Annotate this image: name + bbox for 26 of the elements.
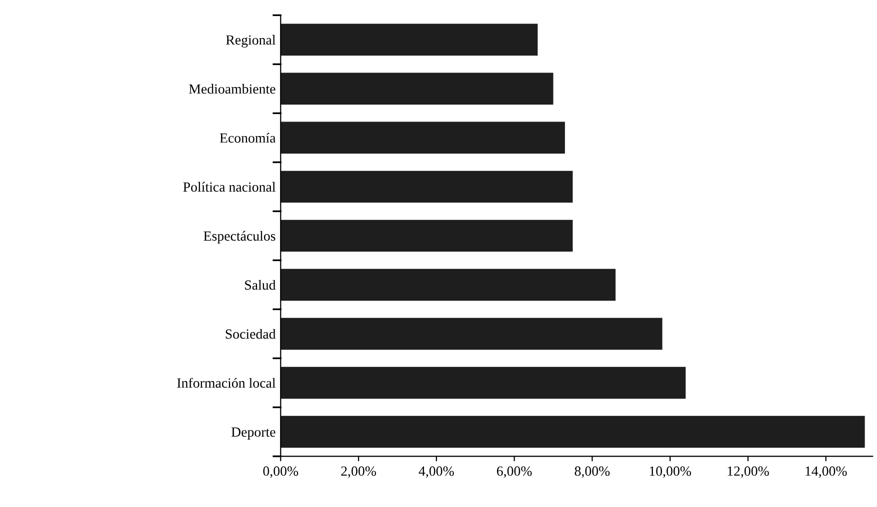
y-tick-label: Medioambiente	[189, 84, 276, 94]
x-tick-label: 2,00%	[341, 466, 376, 478]
y-tick-label: Regional	[226, 34, 276, 48]
x-tick-label: 8,00%	[574, 466, 610, 478]
bar	[280, 24, 538, 56]
bar	[280, 122, 565, 154]
bar	[280, 366, 686, 399]
y-tick-label: Espectáculos	[204, 230, 276, 244]
y-tick-label: Sociedad	[226, 328, 276, 339]
x-tick-label: 0,00%	[263, 466, 298, 478]
y-tick-label: Información local	[177, 378, 276, 388]
x-tick-label: 10,00%	[650, 466, 692, 478]
x-tick-label: 6,00%	[496, 466, 532, 478]
x-tick-label: 14,00%	[806, 466, 847, 478]
x-tick-label: 4,00%	[418, 466, 454, 478]
bar	[280, 72, 554, 105]
y-tick-label: Salud	[245, 280, 276, 290]
bar	[280, 268, 616, 301]
bar	[280, 220, 573, 252]
bar	[280, 318, 662, 350]
y-tick-label: Economía	[220, 132, 276, 143]
y-tick-label: Política nacional	[183, 182, 276, 192]
bar	[280, 416, 865, 448]
bar	[280, 170, 573, 203]
x-tick-label: 12,00%	[728, 466, 769, 478]
y-tick-label: Deporte	[231, 428, 276, 440]
